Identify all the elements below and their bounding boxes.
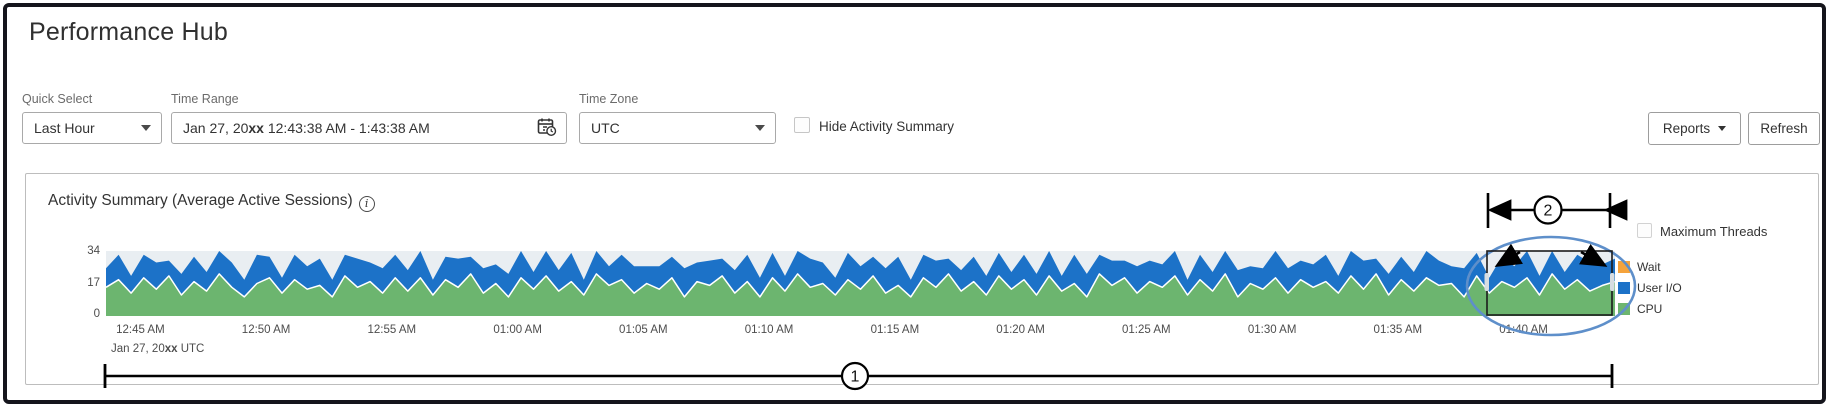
x-axis-tick: 12:45 AM xyxy=(116,324,165,336)
x-axis-tick: 12:55 AM xyxy=(367,324,417,336)
chevron-down-icon xyxy=(141,125,151,131)
time-range-label: Time Range xyxy=(171,92,239,106)
time-zone-label: Time Zone xyxy=(579,92,639,106)
maximum-threads-label: Maximum Threads xyxy=(1660,224,1768,239)
legend-item-user-i-o[interactable]: User I/O xyxy=(1618,280,1682,295)
x-axis-tick: 01:30 AM xyxy=(1247,324,1297,336)
window-frame: Performance Hub Quick Select Last Hour T… xyxy=(3,3,1826,404)
x-axis-tick: 12:50 AM xyxy=(241,324,291,336)
series-cpu-edge-line xyxy=(106,273,1615,298)
y-axis-tick: 0 xyxy=(93,308,100,320)
quick-select-value: Last Hour xyxy=(34,120,95,136)
chart-legend: Wait User I/O CPU xyxy=(1618,260,1682,323)
calendar-clock-icon[interactable] xyxy=(537,117,557,140)
legend-label: CPU xyxy=(1637,301,1663,316)
legend-swatch xyxy=(1618,302,1630,315)
legend-item-wait[interactable]: Wait xyxy=(1618,259,1682,274)
y-axis-tick: 34 xyxy=(87,245,100,257)
activity-summary-title: Activity Summary (Average Active Session… xyxy=(48,192,353,209)
x-axis-date-note: Jan 27, 20xx UTC xyxy=(111,343,205,355)
legend-swatch xyxy=(1618,260,1630,273)
series-user-io-area xyxy=(106,251,1615,297)
legend-label: Wait xyxy=(1637,259,1661,274)
chevron-down-icon xyxy=(1718,126,1727,131)
x-axis-tick: 01:35 AM xyxy=(1373,324,1423,336)
reports-button[interactable]: Reports xyxy=(1648,112,1741,145)
activity-summary-panel: Activity Summary (Average Active Session… xyxy=(25,173,1819,385)
x-axis-tick: 01:05 AM xyxy=(619,324,668,336)
time-range-value: Jan 27, 20xx 12:43:38 AM - 1:43:38 AM xyxy=(183,120,430,136)
legend-item-cpu[interactable]: CPU xyxy=(1618,301,1682,316)
hide-activity-summary-label: Hide Activity Summary xyxy=(819,119,955,134)
maximum-threads-checkbox[interactable] xyxy=(1637,223,1652,238)
chevron-down-icon xyxy=(755,125,765,131)
time-range-input[interactable]: Jan 27, 20xx 12:43:38 AM - 1:43:38 AM xyxy=(171,112,567,144)
x-axis-tick: 01:15 AM xyxy=(870,324,920,336)
page-title: Performance Hub xyxy=(29,18,228,46)
reports-button-label: Reports xyxy=(1662,121,1711,136)
info-icon[interactable]: i xyxy=(358,196,375,212)
refresh-button[interactable]: Refresh xyxy=(1748,112,1820,145)
x-axis: 12:45 AM 12:50 AM 12:55 AM 01:00 AM 01:05 AM… xyxy=(106,324,1615,340)
activity-chart-plot[interactable] xyxy=(106,251,1615,316)
x-axis-tick: 01:40 AM xyxy=(1499,324,1548,336)
quick-select-label: Quick Select xyxy=(22,92,93,106)
stacked-area-chart xyxy=(106,251,1615,316)
y-axis-tick: 17 xyxy=(87,277,100,289)
x-axis-tick: 01:10 AM xyxy=(744,324,794,336)
hide-activity-summary-checkbox[interactable] xyxy=(794,117,810,133)
x-axis-tick: 01:00 AM xyxy=(493,324,542,336)
time-zone-value: UTC xyxy=(591,120,620,136)
quick-select-dropdown[interactable]: Last Hour xyxy=(22,112,162,144)
refresh-button-label: Refresh xyxy=(1760,121,1808,136)
x-axis-tick: 01:25 AM xyxy=(1122,324,1171,336)
x-axis-tick: 01:20 AM xyxy=(996,324,1045,336)
legend-swatch xyxy=(1618,281,1630,294)
time-zone-dropdown[interactable]: UTC xyxy=(579,112,776,144)
legend-label: User I/O xyxy=(1637,280,1682,295)
series-cpu-area xyxy=(106,273,1615,316)
